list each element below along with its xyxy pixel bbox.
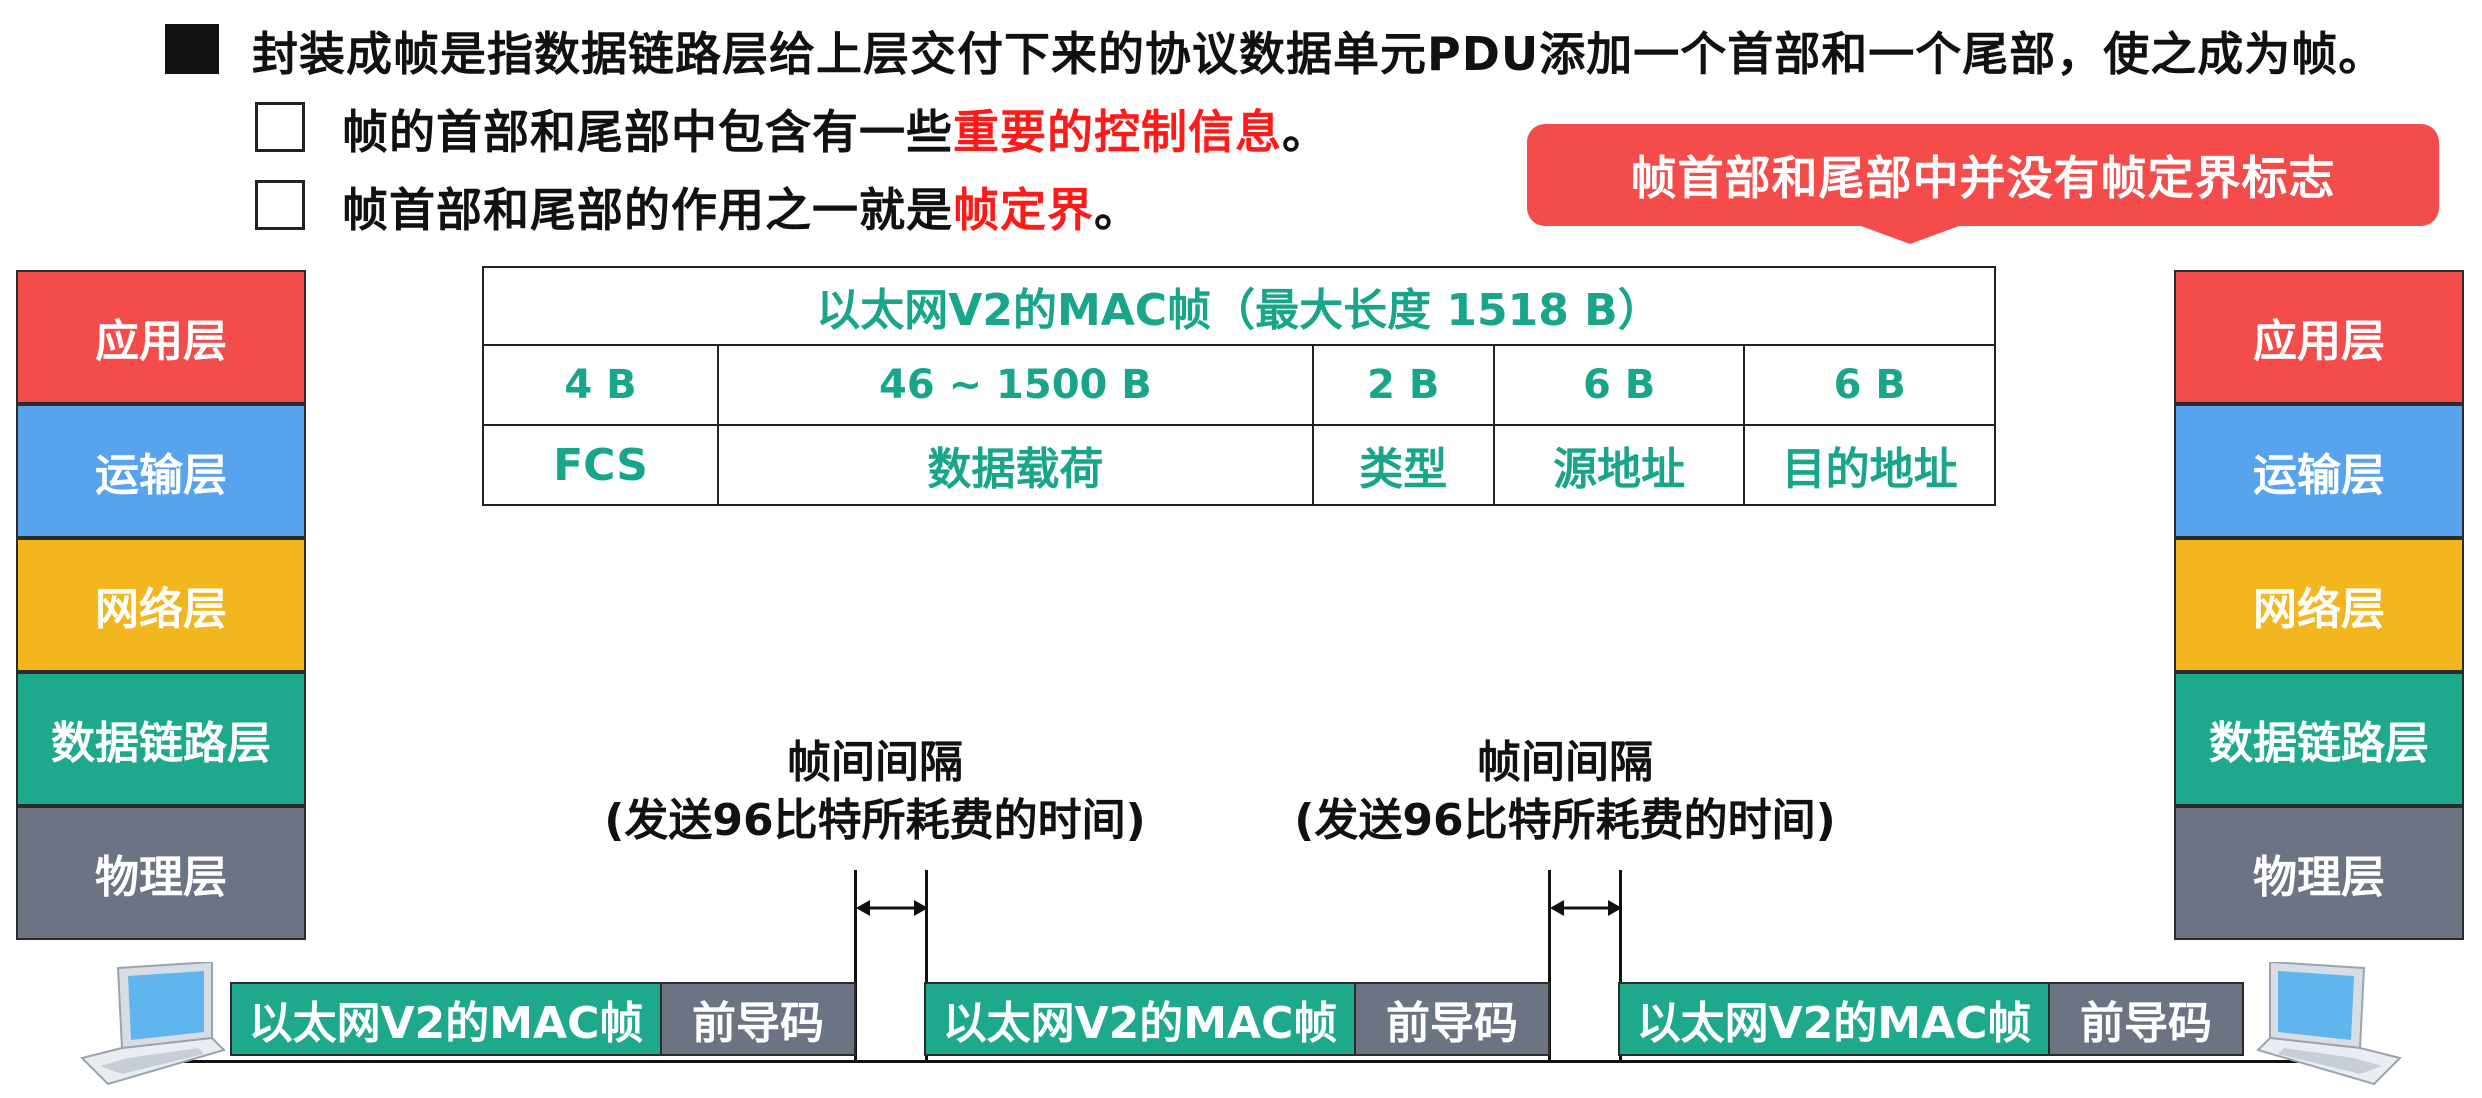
main-bullet-text: 封装成帧是指数据链路层给上层交付下来的协议数据单元PDU添加一个首部和一个尾部，…: [252, 27, 2386, 81]
gap-label-2-title: 帧间间隔: [1477, 737, 1653, 788]
gap-1-double-arrow: [856, 900, 928, 916]
left-layer-transport: 运输层: [16, 404, 306, 538]
main-bullet-square: [165, 24, 219, 74]
preamble-1: 前导码: [660, 982, 856, 1056]
callout-pointer: [1850, 222, 1970, 244]
right-laptop-icon: [2256, 962, 2402, 1086]
gap-label-2: 帧间间隔 (发送96比特所耗费的时间): [1290, 734, 1840, 850]
gap-2-double-arrow: [1550, 900, 1622, 916]
gap-2-left-line: [1548, 870, 1551, 1060]
field-fcs: FCS: [481, 424, 720, 506]
sub-bullet-1-prefix: 帧的首部和尾部中包含有一些: [342, 105, 953, 159]
callout-note: 帧首部和尾部中并没有帧定界标志: [1527, 124, 2439, 226]
field-type: 类型: [1311, 424, 1495, 506]
left-layer-network: 网络层: [16, 538, 306, 672]
field-destination: 目的地址: [1743, 424, 1996, 506]
mac-frame-3: 以太网V2的MAC帧: [1618, 982, 2050, 1056]
left-layer-physical: 物理层: [16, 806, 306, 940]
preamble-3: 前导码: [2048, 982, 2244, 1056]
right-layer-datalink: 数据链路层: [2174, 672, 2464, 806]
gap-label-1-title: 帧间间隔: [787, 737, 963, 788]
right-layer-application: 应用层: [2174, 270, 2464, 404]
sub-bullet-2: 帧首部和尾部的作用之一就是帧定界。: [342, 174, 1141, 240]
sub-bullet-2-highlight: 帧定界: [953, 183, 1094, 237]
left-layer-application: 应用层: [16, 270, 306, 404]
left-layer-datalink: 数据链路层: [16, 672, 306, 806]
mac-frame-format-table: 以太网V2的MAC帧（最大长度 1518 B） 4 B 46 ~ 1500 B …: [481, 266, 1996, 506]
gap-label-2-detail: (发送96比特所耗费的时间): [1294, 795, 1836, 846]
mac-frame-2: 以太网V2的MAC帧: [924, 982, 1356, 1056]
gap-label-1: 帧间间隔 (发送96比特所耗费的时间): [600, 734, 1150, 850]
gap-label-1-detail: (发送96比特所耗费的时间): [604, 795, 1146, 846]
size-destination: 6 B: [1743, 344, 1996, 426]
right-layer-transport: 运输层: [2174, 404, 2464, 538]
transmission-line: [180, 1060, 2300, 1063]
gap-2-right-line: [1619, 870, 1622, 1060]
frame-table-title: 以太网V2的MAC帧（最大长度 1518 B）: [482, 266, 1996, 346]
sub-bullet-1: 帧的首部和尾部中包含有一些重要的控制信息。: [342, 96, 1329, 162]
field-source: 源地址: [1492, 424, 1746, 506]
sub-bullet-box-2: [255, 180, 305, 230]
sub-bullet-2-prefix: 帧首部和尾部的作用之一就是: [342, 183, 953, 237]
field-payload: 数据载荷: [717, 424, 1314, 506]
left-protocol-stack: 应用层 运输层 网络层 数据链路层 物理层: [16, 270, 306, 940]
sub-bullet-1-suffix: 。: [1282, 105, 1329, 159]
right-protocol-stack: 应用层 运输层 网络层 数据链路层 物理层: [2174, 270, 2464, 940]
sub-bullet-1-highlight: 重要的控制信息: [953, 105, 1282, 159]
right-layer-physical: 物理层: [2174, 806, 2464, 940]
gap-1-right-line: [925, 870, 928, 1060]
mac-frame-1: 以太网V2的MAC帧: [230, 982, 662, 1056]
preamble-2: 前导码: [1354, 982, 1550, 1056]
sub-bullet-box-1: [255, 102, 305, 152]
size-type: 2 B: [1311, 344, 1495, 426]
size-fcs: 4 B: [481, 344, 720, 426]
gap-1-left-line: [854, 870, 857, 1060]
left-laptop-icon: [80, 962, 226, 1086]
size-source: 6 B: [1492, 344, 1746, 426]
size-payload: 46 ~ 1500 B: [717, 344, 1314, 426]
right-layer-network: 网络层: [2174, 538, 2464, 672]
sub-bullet-2-suffix: 。: [1094, 183, 1141, 237]
